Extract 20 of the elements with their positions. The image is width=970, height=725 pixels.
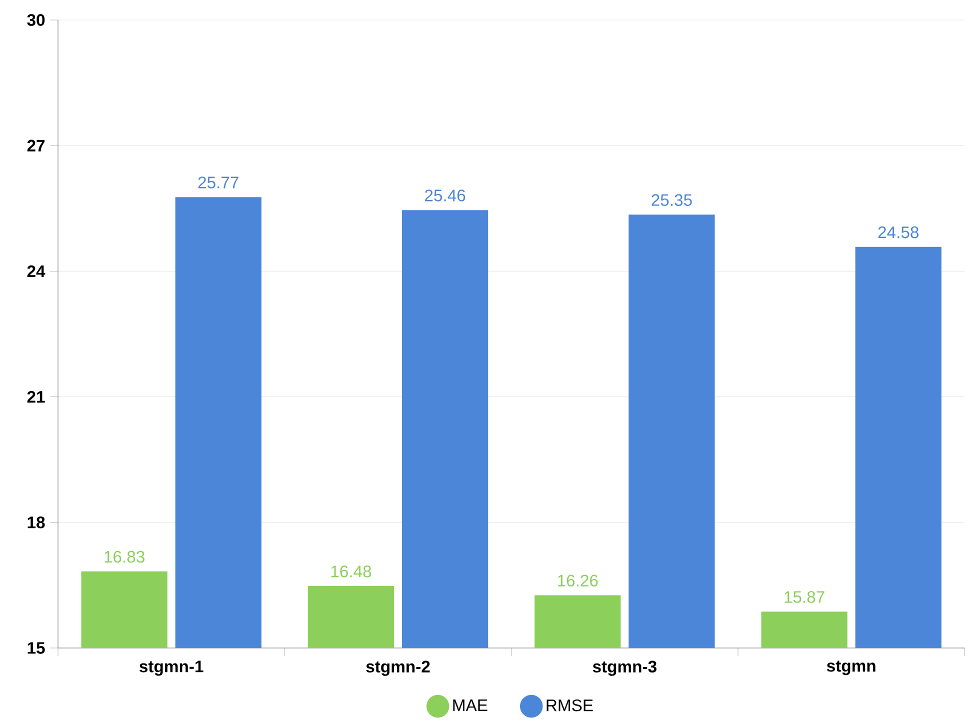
- x-tick-label: stgmn-1: [140, 660, 204, 676]
- y-tick-label: 18: [28, 516, 45, 528]
- legend-label: RMSE: [546, 699, 593, 712]
- y-tick-label: 15: [28, 642, 45, 654]
- y-tick-label: 21: [27, 390, 45, 403]
- data-label: 25.46: [425, 190, 466, 202]
- data-label: 16.26: [558, 574, 598, 587]
- legend-label: MAE: [453, 700, 488, 712]
- data-label: 25.35: [652, 194, 692, 206]
- data-label: 25.77: [198, 176, 238, 188]
- y-tick-label: 24: [27, 265, 46, 278]
- data-label: 16.83: [104, 550, 144, 563]
- x-tick-label: stgmn: [826, 660, 876, 676]
- y-tick-label: 27: [27, 140, 45, 152]
- x-tick-label: stgmn-3: [592, 660, 656, 676]
- y-tick-label: 30: [27, 14, 45, 26]
- data-label: 24.58: [878, 226, 919, 238]
- x-tick-label: stgmn-2: [366, 660, 430, 676]
- data-label: 16.48: [331, 566, 372, 578]
- data-label: 15.87: [784, 591, 824, 603]
